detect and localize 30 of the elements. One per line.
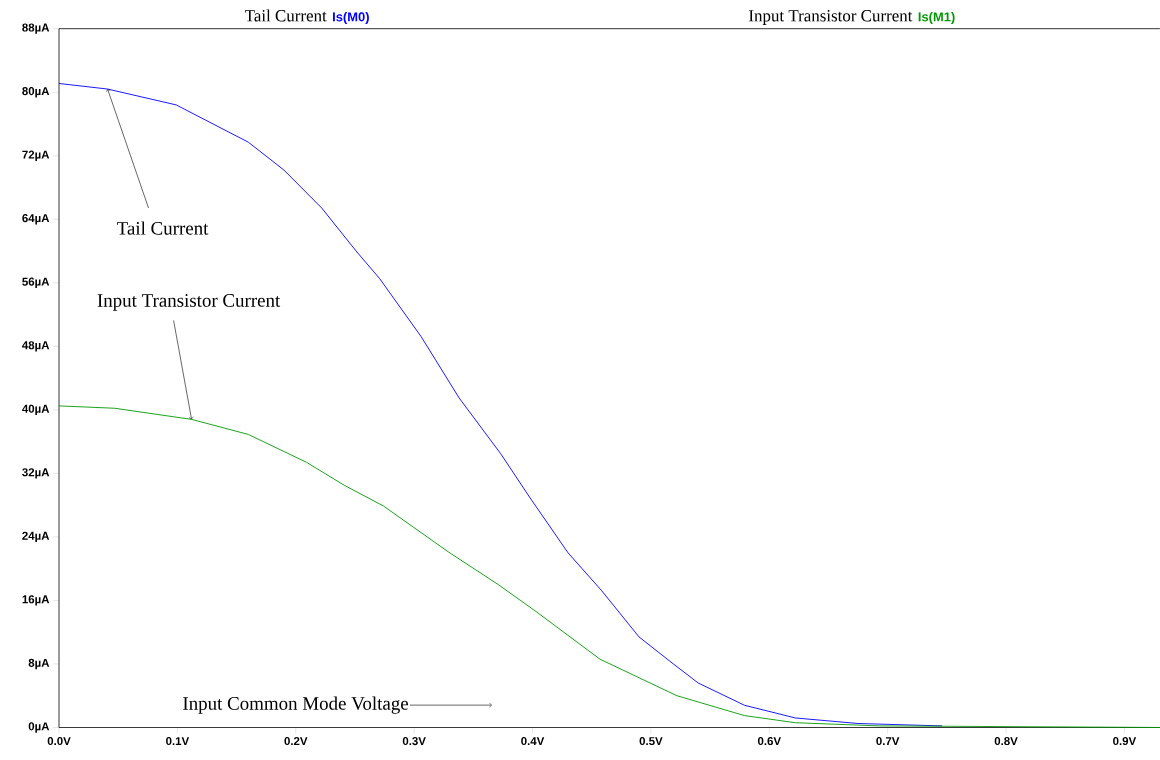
x-tick-label: 0.6V [757,737,781,746]
x-axis-title: Input Common Mode Voltage [183,696,409,714]
y-tick-label: 80µA [22,87,50,98]
y-tick-label: 64µA [22,214,50,225]
x-tick-label: 0.8V [994,737,1018,746]
y-tick-label: 32µA [22,468,50,479]
x-tick-label: 0.1V [166,737,190,746]
y-tick-label: 0µA [28,722,50,733]
x-tick-label: 0.3V [402,737,426,746]
x-tick-label: 0.0V [47,737,71,746]
x-tick-label: 0.2V [284,737,308,746]
text: Is(M1) [918,11,955,24]
x-tick-label: 0.9V [1113,737,1137,746]
x-tick-label: 0.4V [521,737,545,746]
annotation: Tail Current [117,221,209,235]
annotation: Input Transistor Current [97,294,281,311]
text: Input Transistor Current [749,10,913,25]
y-tick-label: 16µA [22,595,50,606]
text: Tail Current [244,9,327,22]
y-tick-label: 72µA [22,150,50,161]
y-tick-label: 88µA [22,23,50,34]
y-tick-label: 8µA [28,658,50,670]
line-series [58,83,943,727]
text: Is(M0) [332,11,369,24]
x-tick-label: 0.5V [639,737,663,746]
y-tick-label: 48µA [22,341,50,352]
x-tick-label: 0.7V [876,737,900,746]
y-tick-label: 40µA [22,404,50,416]
y-tick-label: 24µA [22,531,50,543]
y-tick-label: 56µA [22,277,50,288]
